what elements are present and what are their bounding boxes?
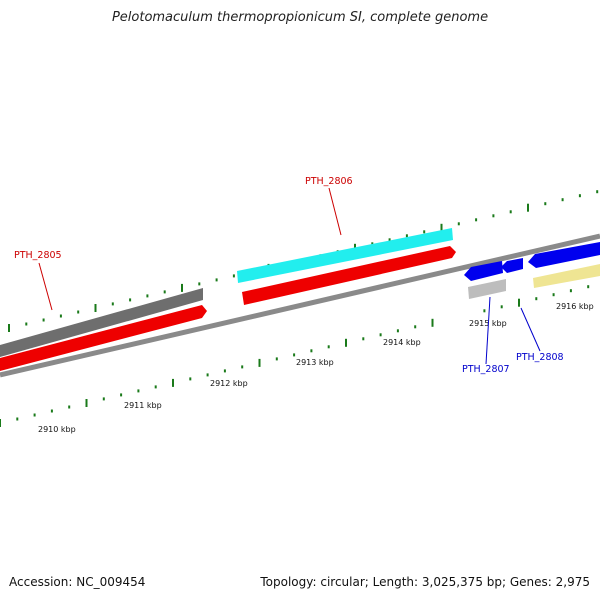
accession-text: Accession: NC_009454 bbox=[9, 575, 146, 589]
gene-label-pth-2805[interactable]: PTH_2805 bbox=[14, 250, 62, 261]
leader-line-pth-2807 bbox=[485, 296, 491, 365]
gene-feature-pth-2806[interactable] bbox=[237, 228, 453, 283]
tick-label-2913: 2913 kbp bbox=[296, 358, 334, 367]
gene-feature-blue-arrow-2[interactable] bbox=[501, 258, 523, 273]
gene-feature-blue-arrow-3[interactable] bbox=[528, 242, 600, 268]
leader-line-pth-2806 bbox=[328, 187, 342, 236]
gene-label-pth-2807[interactable]: PTH_2807 bbox=[462, 364, 510, 375]
tick-label-2916: 2916 kbp bbox=[556, 302, 594, 311]
genome-summary-text: Topology: circular; Length: 3,025,375 bp… bbox=[260, 575, 590, 589]
tick-label-2915: 2915 kbp bbox=[469, 319, 507, 328]
gene-label-pth-2808[interactable]: PTH_2808 bbox=[516, 352, 564, 363]
gene-feature-pth-2805[interactable] bbox=[0, 305, 207, 371]
lower-tick-row bbox=[0, 285, 590, 427]
gene-feature-red-middle[interactable] bbox=[242, 246, 456, 305]
tick-label-2914: 2914 kbp bbox=[383, 338, 421, 347]
tick-label-2912: 2912 kbp bbox=[210, 379, 248, 388]
tick-label-2911: 2911 kbp bbox=[124, 401, 162, 410]
gene-feature-yellow[interactable] bbox=[533, 264, 600, 288]
leader-line-pth-2808 bbox=[520, 307, 541, 352]
gene-label-pth-2806[interactable]: PTH_2806 bbox=[305, 176, 353, 187]
gene-feature-grey-left[interactable] bbox=[0, 288, 203, 357]
gene-feature-grey-small[interactable] bbox=[468, 279, 506, 299]
map-title: Pelotomaculum thermopropionicum SI, comp… bbox=[111, 10, 489, 25]
gene-feature-blue-arrow-1[interactable] bbox=[464, 261, 503, 281]
leader-line-pth-2805 bbox=[38, 262, 53, 311]
tick-label-2910: 2910 kbp bbox=[38, 425, 76, 434]
backbone-line bbox=[0, 233, 600, 378]
